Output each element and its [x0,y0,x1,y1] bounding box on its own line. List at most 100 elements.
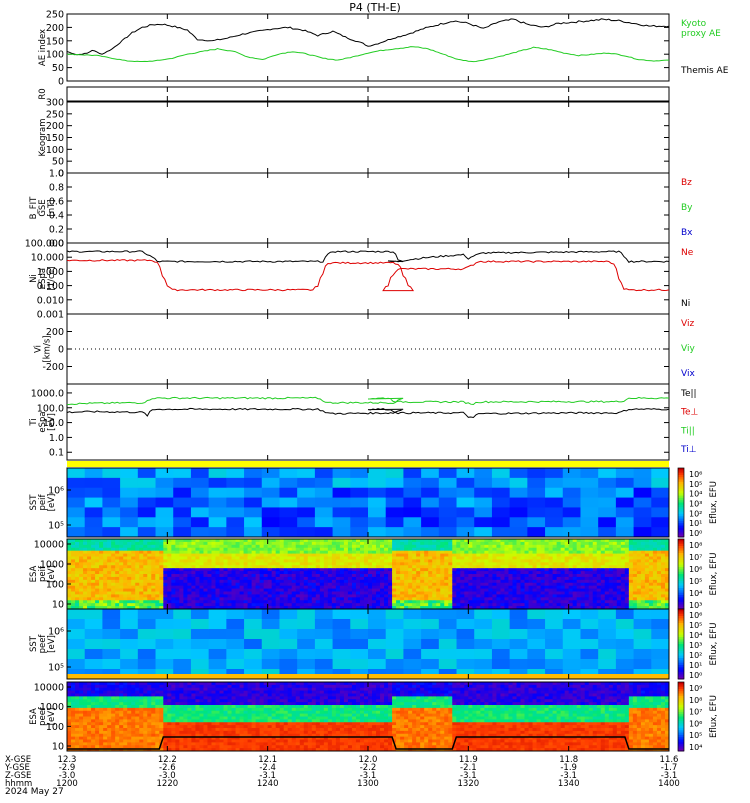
heatmap-cell [99,551,104,554]
heatmap-cell [368,557,373,560]
heatmap-cell [173,629,191,640]
heatmap-cell [244,548,249,551]
heatmap-cell [195,586,200,589]
heatmap-cell [315,609,333,620]
heatmap-cell [115,699,120,702]
heatmap-cell [529,557,534,560]
heatmap-cell [67,728,72,731]
heatmap-cell [268,594,273,597]
heatmap-cell [408,571,413,574]
heatmap-cell [476,559,481,562]
heatmap-cell [609,574,614,577]
heatmap-cell [75,702,80,705]
heatmap-cell [634,609,652,620]
heatmap-cell [457,498,475,508]
heatmap-cell [368,577,373,580]
heatmap-cell [215,589,220,592]
heatmap-cell [380,592,385,595]
heatmap-cell [360,565,365,568]
heatmap-cell [512,597,517,600]
heatmap-cell [119,603,124,606]
heatmap-cell [412,568,417,571]
heatmap-cell [300,539,305,542]
heatmap-cell [621,592,626,595]
heatmap-cell [625,577,630,580]
heatmap-cell [400,551,405,554]
heatmap-cell [312,562,317,565]
heatmap-cell [91,691,96,694]
y-axis-label-line: [eV] [47,565,57,583]
heatmap-cell [452,577,457,580]
heatmap-cell [577,577,582,580]
heatmap-cell [452,586,457,589]
heatmap-cell [171,600,176,603]
heatmap-cell [348,574,353,577]
heatmap-cell [380,545,385,548]
heatmap-cell [224,597,229,600]
heatmap-cell [175,568,180,571]
heatmap-cell [376,597,381,600]
heatmap-cell [480,583,485,586]
heatmap-cell [187,574,192,577]
heatmap-cell [504,542,509,545]
heatmap-cell [240,574,245,577]
heatmap-cell [95,688,100,691]
heatmap-cell [131,705,136,708]
heatmap-cell [228,539,233,542]
heatmap-cell [268,548,273,551]
heatmap-cell [589,580,594,583]
heatmap-cell [332,554,337,557]
heatmap-cell [324,577,329,580]
heatmap-cell [545,498,563,508]
heatmap-cell [147,592,152,595]
heatmap-cell [147,597,152,600]
heatmap-cell [368,498,386,508]
heatmap-cell [332,565,337,568]
heatmap-cell [492,559,497,562]
heatmap-cell [633,597,638,600]
heatmap-cell [304,539,309,542]
heatmap-cell [537,548,542,551]
heatmap-cell [111,725,116,728]
heatmap-cell [151,594,156,597]
heatmap-cell [340,603,345,606]
heatmap-cell [300,551,305,554]
heatmap-cell [244,639,262,650]
heatmap-cell [500,557,505,560]
heatmap-cell [67,659,85,670]
heatmap-cell [356,548,361,551]
heatmap-cell [348,589,353,592]
heatmap-cell [268,542,273,545]
heatmap-cell [119,694,124,697]
heatmap-cell [533,548,538,551]
heatmap-cell [179,592,184,595]
heatmap-cell [420,554,425,557]
heatmap-cell [637,577,642,580]
heatmap-cell [396,594,401,597]
heatmap-cell [83,728,88,731]
heatmap-cell [625,545,630,548]
heatmap-cell [135,699,140,702]
heatmap-cell [236,545,241,548]
heatmap-cell [83,725,88,728]
heatmap-cell [340,539,345,542]
heatmap-cell [340,557,345,560]
heatmap-cell [508,562,513,565]
heatmap-cell [476,583,481,586]
heatmap-cell [232,562,237,565]
heatmap-cell [439,629,457,640]
heatmap-cell [209,619,227,630]
heatmap-cell [119,745,124,748]
heatmap-cell [472,597,477,600]
heatmap-cell [179,559,184,562]
heatmap-cell [500,586,505,589]
heatmap-cell [480,548,485,551]
y-axis-label-line: [km/s] [43,335,53,362]
heatmap-cell [67,589,72,592]
heatmap-cell [496,568,501,571]
heatmap-cell [292,562,297,565]
heatmap-cell [633,565,638,568]
heatmap-cell [203,542,208,545]
heatmap-cell [412,545,417,548]
